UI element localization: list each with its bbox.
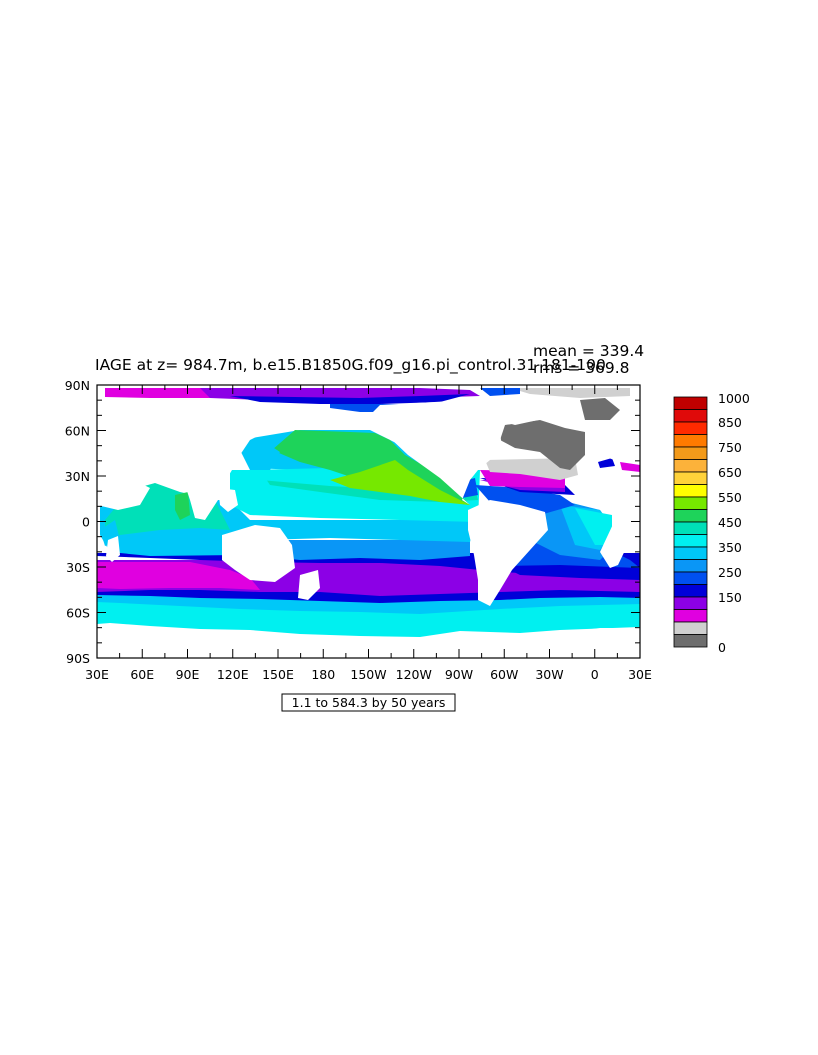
y-tick-label: 30N bbox=[65, 469, 90, 484]
colorbar-swatch bbox=[673, 509, 708, 523]
atlantic-cyan-core bbox=[575, 508, 612, 545]
colorbar-swatch bbox=[673, 471, 708, 485]
colorbar-label: 450 bbox=[718, 515, 742, 530]
y-axis: 90N 60N 30N 0 30S 60S 90S bbox=[65, 378, 640, 666]
colorbar-label: 1000 bbox=[718, 391, 750, 406]
contour-interval-label: 1.1 to 584.3 by 50 years bbox=[292, 695, 446, 710]
colorbar-swatch bbox=[673, 546, 708, 560]
colorbar-swatch bbox=[673, 596, 708, 610]
x-axis: 30E 60E 90E 120E 150E 180 150W 120W 90W 60W 30W 0 30… bbox=[85, 385, 652, 682]
x-tick-label: 180 bbox=[311, 667, 335, 682]
land-greenland bbox=[490, 395, 545, 425]
colorbar-swatch bbox=[673, 521, 708, 535]
red-sea-aqua bbox=[175, 492, 190, 520]
pacific-south-azure bbox=[240, 540, 470, 560]
land-india bbox=[185, 485, 218, 520]
southern-ocean-magenta-band bbox=[97, 562, 260, 590]
colorbar-swatch bbox=[673, 571, 708, 585]
land-southeast-asia bbox=[218, 488, 238, 512]
arctic-royal-east bbox=[480, 388, 520, 396]
colorbar-label: 150 bbox=[718, 590, 742, 605]
atlantic-darkgray-patch bbox=[580, 398, 620, 420]
x-tick-label: 30W bbox=[535, 667, 563, 682]
colorbar-swatch bbox=[673, 496, 708, 510]
pacific-south-sky bbox=[230, 520, 475, 542]
colorbar-swatch bbox=[673, 584, 708, 598]
pacific-northeast-lime bbox=[330, 460, 470, 505]
colorbar-label: 550 bbox=[718, 490, 742, 505]
contour-interval-box: 1.1 to 584.3 by 50 years bbox=[281, 693, 456, 712]
land-africa bbox=[570, 470, 640, 568]
land-eurasia-west bbox=[97, 405, 280, 490]
colorbar: 1000 850 750 650 550 450 350 250 150 0 bbox=[673, 391, 750, 655]
x-tick-label: 0 bbox=[591, 667, 599, 682]
y-tick-label: 0 bbox=[82, 515, 90, 530]
colorbar-label: 750 bbox=[718, 440, 742, 455]
colorbar-swatch bbox=[673, 559, 708, 573]
x-tick-label: 60W bbox=[490, 667, 518, 682]
land-arabia bbox=[97, 478, 150, 510]
colorbar-swatch bbox=[673, 446, 708, 460]
x-tick-label: 150W bbox=[350, 667, 386, 682]
y-tick-label: 60S bbox=[66, 606, 90, 621]
mediterranean-blue bbox=[598, 458, 615, 468]
x-tick-label: 60E bbox=[130, 667, 154, 682]
y-tick-label: 60N bbox=[65, 424, 90, 439]
colorbar-swatch bbox=[673, 421, 708, 435]
atlantic-subpolar-darkgray bbox=[500, 420, 585, 470]
land-australia bbox=[222, 525, 295, 582]
colorbar-swatch bbox=[673, 609, 708, 623]
colorbar-swatch bbox=[673, 434, 708, 448]
colorbar-swatch bbox=[673, 634, 708, 648]
colorbar-swatch bbox=[673, 534, 708, 548]
y-tick-label: 90S bbox=[66, 651, 90, 666]
x-tick-label: 30E bbox=[628, 667, 652, 682]
x-tick-label: 30E bbox=[85, 667, 109, 682]
x-tick-label: 90W bbox=[445, 667, 473, 682]
mean-label: mean = 339.4 bbox=[533, 342, 644, 360]
atlantic-south-purple bbox=[510, 572, 640, 590]
colorbar-label: 250 bbox=[718, 565, 742, 580]
land-south-america bbox=[468, 500, 548, 606]
land-europe bbox=[590, 420, 640, 462]
y-tick-label: 30S bbox=[66, 560, 90, 575]
ocean-age-map bbox=[97, 385, 640, 658]
arctic-lightgray bbox=[510, 388, 630, 398]
colorbar-swatch bbox=[673, 396, 708, 410]
colorbar-label: 0 bbox=[718, 640, 726, 655]
land-north-america bbox=[360, 400, 505, 505]
arctic-blue bbox=[230, 394, 470, 404]
colorbar-swatch bbox=[673, 484, 708, 498]
colorbar-swatch bbox=[673, 409, 708, 423]
plot-title: IAGE at z= 984.7m, b.e15.B1850G.f09_g16.… bbox=[95, 356, 606, 375]
x-tick-label: 120E bbox=[217, 667, 249, 682]
colorbar-label: 650 bbox=[718, 465, 742, 480]
atlantic-north-royal bbox=[475, 485, 575, 515]
colorbar-swatch bbox=[673, 459, 708, 473]
colorbar-label: 350 bbox=[718, 540, 742, 555]
colorbar-label: 850 bbox=[718, 415, 742, 430]
pacific-northwest-sky bbox=[240, 440, 280, 470]
colorbar-swatch bbox=[673, 621, 708, 635]
x-tick-label: 150E bbox=[262, 667, 294, 682]
land-madagascar bbox=[106, 536, 120, 562]
caribbean-magenta bbox=[620, 462, 640, 472]
x-tick-label: 120W bbox=[396, 667, 432, 682]
arctic-magenta bbox=[105, 388, 230, 398]
rms-label: rms = 369.8 bbox=[533, 359, 630, 377]
y-tick-label: 90N bbox=[65, 378, 90, 393]
x-tick-label: 90E bbox=[176, 667, 200, 682]
land-new-zealand bbox=[298, 570, 320, 600]
